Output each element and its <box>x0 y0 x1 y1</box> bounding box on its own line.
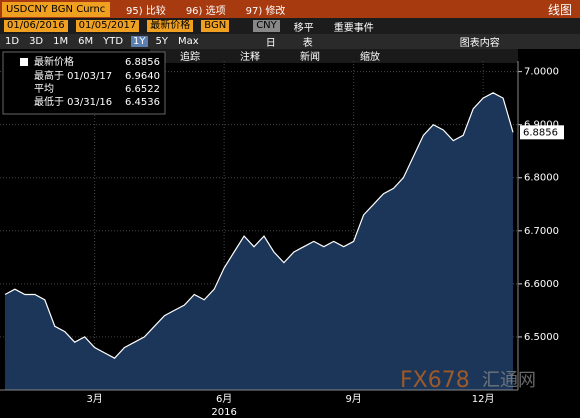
x-tick-label: 6月 <box>216 393 232 405</box>
range-button[interactable]: 1Y <box>131 36 148 47</box>
range-button[interactable]: YTD <box>103 36 124 47</box>
legend-value: 6.6522 <box>125 84 160 95</box>
legend-entry: 最高于 01/03/17 <box>34 69 112 82</box>
legend-entry: 最低于 03/31/16 <box>34 95 112 108</box>
range-button[interactable]: 6M <box>78 36 94 47</box>
legend-value: 6.4536 <box>125 97 160 108</box>
option[interactable]: 移平 <box>293 22 314 34</box>
x-tick-label: 12月 <box>472 393 495 405</box>
legend-entry: 平均 <box>34 83 54 95</box>
button[interactable]: 95) 比较 <box>126 5 166 17</box>
legend-value: 6.9640 <box>125 71 160 82</box>
range-button[interactable]: 3D <box>29 36 44 47</box>
y-tick-label: 7.0000 <box>524 67 559 78</box>
currency[interactable]: CNY <box>253 20 280 32</box>
x-group-label: 2016 <box>211 407 236 418</box>
x-tick-label: 3月 <box>86 393 102 405</box>
x-tick-label: 9月 <box>345 393 361 405</box>
ticker[interactable]: USDCNY BGN Curnc <box>2 1 110 17</box>
tool-strip <box>150 49 518 63</box>
last-value-label: 6.8856 <box>523 127 558 138</box>
legend-swatch <box>20 58 28 66</box>
table-button[interactable]: 表 <box>302 38 313 49</box>
tool-button[interactable]: 追踪 <box>180 50 200 63</box>
settings-bar: 01/06/2016 01/05/2017 最新价格 BGN CNY 移平 重要… <box>0 18 580 34</box>
legend-entry: 最新价格 <box>34 55 74 68</box>
y-tick-label: 6.9000 <box>524 120 559 131</box>
field[interactable]: 最新价格 <box>147 20 194 32</box>
range-button[interactable]: 1M <box>53 36 69 47</box>
toolbar: USDCNY BGN Curnc 95) 比较 96) 选项 97) 修改 线图 <box>0 0 580 18</box>
content-button[interactable]: 图表内容 <box>459 38 500 49</box>
frequency[interactable]: 日 <box>265 38 276 49</box>
legend-box <box>2 51 166 115</box>
range-bar: 1D 3D 1M 6M YTD 1Y 5Y Max 日 表 图表内容 <box>0 34 580 49</box>
line <box>4 92 514 359</box>
last-value-box <box>520 125 564 140</box>
tool-button[interactable]: 缩放 <box>360 50 380 63</box>
start-date[interactable]: 01/06/2016 <box>4 20 68 32</box>
tool-button[interactable]: 注释 <box>240 50 260 63</box>
tool-button[interactable]: 新闻 <box>300 50 320 63</box>
y-tick-label: 6.5000 <box>524 332 559 343</box>
y-tick-label: 6.8000 <box>524 173 559 184</box>
watermark: 汇通网 <box>482 370 536 391</box>
range-button[interactable]: 1D <box>5 36 20 47</box>
button[interactable]: 97) 修改 <box>245 5 286 17</box>
range-button[interactable]: 5Y <box>155 36 169 47</box>
option[interactable]: 重要事件 <box>333 22 374 34</box>
source[interactable]: BGN <box>201 20 230 32</box>
y-tick-label: 6.7000 <box>524 226 559 237</box>
legend-value: 6.8856 <box>125 57 160 68</box>
chart: 追踪 注释 新闻 缩放 6.5000 6.6000 6.7000 6.8000 6.9000 7.… <box>0 49 564 418</box>
range-button[interactable]: Max <box>178 36 199 47</box>
button[interactable]: 96) 选项 <box>185 5 226 17</box>
watermark: FX678 <box>400 368 470 393</box>
view-label: 线图 <box>547 2 572 17</box>
end-date[interactable]: 01/05/2017 <box>75 20 140 32</box>
y-tick-label: 6.6000 <box>524 279 559 290</box>
